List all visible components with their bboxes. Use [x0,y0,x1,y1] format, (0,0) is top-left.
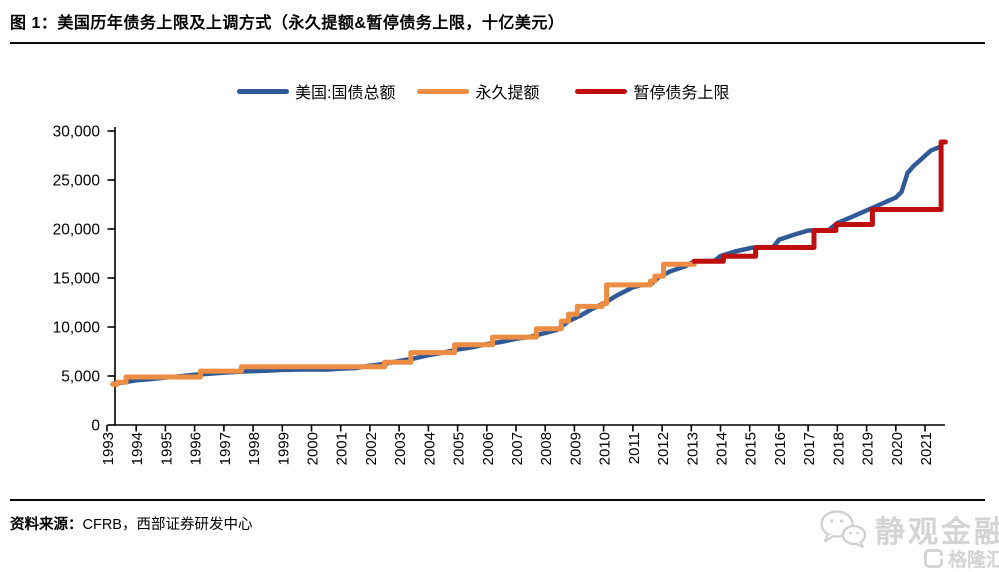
source-text: CFRB，西部证券研发中心 [82,517,253,533]
gelonghui-watermark: 格隆汇 [924,545,999,572]
legend-swatch-us-total-debt [237,88,289,94]
x-axis-tick-label: 1994 [129,432,146,465]
x-axis-tick-label: 2020 [889,432,906,465]
x-axis-tick-label: 1997 [217,432,234,465]
source-row: 资料来源：CFRB，西部证券研发中心 [10,513,252,534]
x-axis-tick-label: 2014 [714,432,731,465]
legend-label-us-total-debt: 美国:国债总额 [295,85,396,102]
x-axis-tick-label: 2004 [421,432,438,465]
wechat-account-name: 静观金融 [875,516,999,549]
y-axis-tick-label: 20,000 [53,222,101,239]
x-axis-tick-label: 2017 [801,432,818,465]
x-axis-tick-label: 2010 [597,432,614,465]
x-axis-tick-label: 2009 [567,432,584,465]
x-axis-tick-label: 1995 [158,432,175,465]
x-axis-tick-label: 2008 [538,432,555,465]
debt-limit-suspension-line [691,139,948,264]
source-label: 资料来源： [10,517,83,533]
y-axis-tick-label: 30,000 [53,124,101,141]
x-axis-tick-label: 2011 [626,432,643,464]
footer-divider [10,499,985,501]
x-axis-tick-label: 2019 [860,432,877,465]
y-axis-tick-label: 5,000 [61,369,100,386]
legend-swatch-permanent-increase [417,88,470,94]
permanent-increase-line [110,261,697,387]
y-axis-tick-label: 25,000 [53,173,101,190]
legend-label-permanent-increase: 永久提额 [475,85,540,102]
y-axis-tick-label: 10,000 [53,320,101,337]
legend-label-debt-limit-suspension: 暂停债务上限 [633,85,730,102]
axis-lines [114,127,945,426]
legend-swatch-debt-limit-suspension [575,88,628,94]
chart-legend: 美国:国债总额 永久提额 暂停债务上限 [237,79,729,103]
x-axis-tick-label: 2012 [655,432,672,465]
x-axis-tick-label: 2003 [392,432,409,465]
x-axis-tick-label: 2002 [363,432,380,465]
x-axis-tick-label: 2005 [451,432,468,465]
x-axis-tick-label: 2018 [830,432,847,465]
wechat-watermark: 静观金融 [818,507,999,551]
x-axis-tick-label: 2001 [334,432,351,465]
x-axis-tick-label: 2015 [743,432,760,465]
x-axis-tick-label: 1993 [100,432,117,465]
title-divider [10,42,985,44]
legend-item-debt-limit-suspension: 暂停债务上限 [575,79,729,103]
x-axis-tick-label: 1999 [275,432,292,465]
y-axis-tick-label: 0 [91,418,100,435]
x-axis-tick-label: 1998 [246,432,263,465]
x-axis-tick-label: 2013 [684,432,701,465]
x-axis-tick-label: 2006 [480,432,497,465]
x-axis-tick-label: 2016 [772,432,789,465]
x-axis-tick-label: 2007 [509,432,526,465]
legend-item-permanent-increase: 永久提额 [417,79,539,103]
legend-item-us-total-debt: 美国:国债总额 [237,79,395,103]
gelonghui-name: 格隆汇 [948,550,999,571]
wechat-icon [820,510,867,549]
x-axis-tick-label: 1996 [188,432,205,465]
chart-title: 图 1：美国历年债务上限及上调方式（永久提额&暂停债务上限，十亿美元） [10,15,565,32]
x-axis-tick-label: 2021 [918,432,935,465]
us-total-debt-line [110,144,944,387]
y-axis-tick-label: 15,000 [53,271,101,288]
gelonghui-icon [924,549,944,568]
x-axis-tick-label: 2000 [305,432,322,465]
